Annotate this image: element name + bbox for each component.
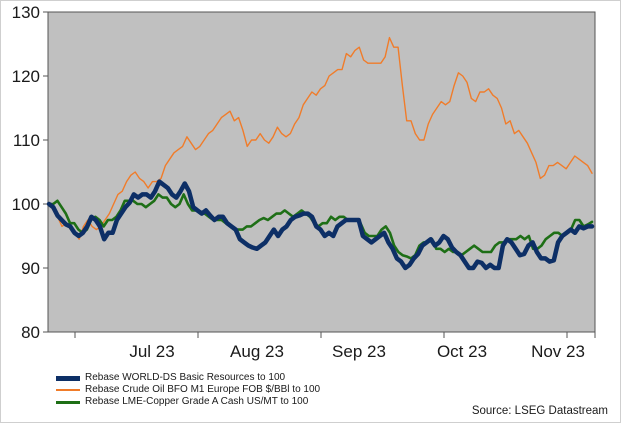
legend-swatch-copper: [56, 400, 80, 404]
x-tick-label: Oct 23: [437, 342, 487, 361]
legend-label-basic-resources: Rebase WORLD-DS Basic Resources to 100: [85, 372, 286, 383]
y-tick-label: 80: [21, 323, 40, 342]
y-tick-label: 100: [12, 195, 40, 214]
legend-swatch-crude-oil: [56, 389, 80, 391]
x-tick-label: Aug 23: [230, 342, 284, 361]
x-axis: Jul 23 Aug 23 Sep 23 Oct 23 Nov 23: [74, 332, 596, 361]
series-line-crude-oil: [48, 36, 593, 240]
legend-item-copper: Rebase LME-Copper Grade A Cash US/MT to …: [56, 396, 320, 408]
legend-label-crude-oil: Rebase Crude Oil BFO M1 Europe FOB $/BBl…: [85, 384, 321, 395]
legend-item-crude-oil: Rebase Crude Oil BFO M1 Europe FOB $/BBl…: [56, 384, 320, 396]
y-tick-label: 120: [12, 67, 40, 86]
x-tick-label: Nov 23: [531, 342, 585, 361]
series-line-copper: [47, 193, 594, 260]
series-lines: [46, 36, 595, 271]
x-tick-label: Jul 23: [129, 342, 174, 361]
y-tick-label: 130: [12, 3, 40, 22]
legend-swatch-basic-resources: [56, 375, 80, 381]
series-line-basic-resources: [46, 179, 595, 271]
y-tick-label: 110: [13, 131, 40, 150]
legend-item-basic-resources: Rebase WORLD-DS Basic Resources to 100: [56, 372, 320, 384]
source-note: Source: LSEG Datastream: [471, 405, 608, 417]
x-tick-label: Sep 23: [332, 342, 386, 361]
y-axis: 80 90 100 110 120 130: [12, 3, 48, 342]
y-tick-label: 90: [21, 259, 40, 278]
plot-area: [47, 11, 596, 333]
legend-label-copper: Rebase LME-Copper Grade A Cash US/MT to …: [85, 396, 309, 407]
legend: Rebase WORLD-DS Basic Resources to 100 R…: [56, 372, 320, 408]
